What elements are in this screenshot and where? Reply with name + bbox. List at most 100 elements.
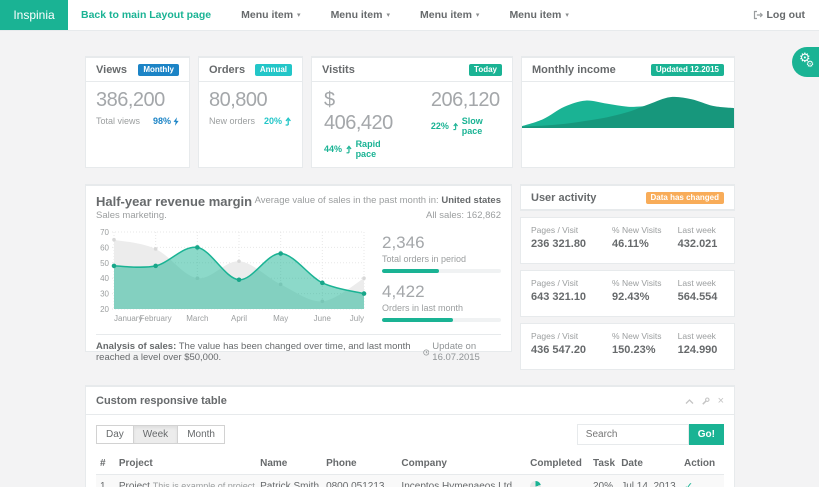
clock-icon	[423, 348, 430, 357]
gears-icon: ⚙	[806, 60, 814, 69]
activity-row: Pages / Visit643 321.10 % New Visits92.4…	[520, 270, 735, 317]
income-chart	[522, 82, 734, 128]
logout-button[interactable]: Log out	[753, 0, 805, 30]
bolt-icon	[173, 117, 179, 126]
updated-badge: Updated 12.2015	[651, 64, 724, 76]
menu-item-3[interactable]: Menu item▾	[420, 9, 479, 21]
svg-text:60: 60	[100, 244, 109, 253]
activity-row: Pages / Visit436 547.20 % New Visits150.…	[520, 323, 735, 370]
month-button[interactable]: Month	[177, 425, 225, 444]
wrench-icon	[702, 397, 710, 405]
orders-month-value: 4,422	[382, 282, 501, 302]
visits-title: Vistits	[322, 64, 355, 76]
collapse-button[interactable]	[685, 393, 694, 409]
page-content: Views Monthly 386,200 Total views 98% Or…	[85, 56, 735, 487]
caret-down-icon: ▾	[386, 11, 390, 19]
check-icon[interactable]: ✓	[684, 481, 693, 487]
income-title: Monthly income	[532, 64, 616, 76]
svg-text:February: February	[140, 314, 172, 323]
update-info: Update on 16.07.2015	[423, 341, 501, 363]
day-button[interactable]: Day	[96, 425, 134, 444]
menu-item-4[interactable]: Menu item▾	[509, 9, 568, 21]
back-to-layout-link[interactable]: Back to main Layout page	[81, 9, 211, 21]
svg-text:March: March	[186, 314, 208, 323]
revenue-panel: Half-year revenue margin Sales marketing…	[85, 184, 512, 352]
data-changed-badge: Data has changed	[646, 192, 724, 204]
user-activity-title: User activity	[531, 192, 596, 204]
search-input[interactable]	[577, 424, 689, 445]
avg-country: United states	[441, 195, 501, 206]
navbar-menu: Back to main Layout page Menu item▾ Menu…	[68, 0, 569, 30]
svg-text:May: May	[273, 314, 288, 323]
table-header-row: # Project Name Phone Company Completed T…	[96, 453, 724, 475]
projects-table: # Project Name Phone Company Completed T…	[96, 453, 724, 487]
caret-down-icon: ▾	[476, 11, 480, 19]
level-up-icon	[452, 122, 459, 131]
caret-down-icon: ▾	[297, 11, 301, 19]
svg-text:70: 70	[100, 228, 109, 237]
annual-badge: Annual	[255, 64, 292, 76]
svg-text:June: June	[314, 314, 332, 323]
chevron-up-icon	[685, 398, 694, 405]
views-value: 386,200	[96, 89, 179, 112]
orders-metric: 20%	[264, 116, 292, 126]
svg-text:40: 40	[100, 275, 109, 284]
progress-bar	[382, 318, 501, 322]
caret-down-icon: ▾	[565, 11, 569, 19]
views-metric: 98%	[153, 116, 179, 126]
svg-text:July: July	[350, 314, 364, 323]
progress-bar	[382, 269, 501, 273]
level-up-icon	[284, 117, 292, 126]
revenue-subtitle: Sales marketing.	[96, 210, 252, 221]
visits-metric-2: 22%Slow pace	[431, 116, 500, 136]
svg-text:30: 30	[100, 290, 109, 299]
visits-col-2: 206,120 22%Slow pace	[431, 89, 500, 159]
orders-panel: Orders Annual 80,800 New orders 20%	[198, 56, 303, 168]
menu-item-2[interactable]: Menu item▾	[331, 9, 390, 21]
visits-value-1: $ 406,420	[324, 89, 401, 135]
revenue-chart-area: 20 30 40 50 60 70 JanuaryFebruary March April May…	[96, 227, 368, 332]
visits-value-2: 206,120	[431, 89, 500, 112]
all-sales: All sales: 162,862	[255, 209, 501, 224]
views-title: Views	[96, 64, 127, 76]
today-badge: Today	[469, 64, 502, 76]
svg-text:April: April	[231, 314, 247, 323]
svg-text:50: 50	[100, 259, 109, 268]
user-activity-panel: User activity Data has changed Pages / V…	[520, 184, 735, 370]
orders-label: New orders	[209, 116, 255, 126]
close-button[interactable]: ×	[718, 396, 724, 407]
revenue-stats: 2,346 Total orders in period 4,422 Order…	[368, 227, 501, 332]
visits-col-1: $ 406,420 44%Rapid pace	[324, 89, 401, 159]
orders-period-label: Total orders in period	[382, 254, 501, 264]
top-navbar: Inspinia Back to main Layout page Menu i…	[0, 0, 819, 31]
views-panel: Views Monthly 386,200 Total views 98%	[85, 56, 190, 168]
monthly-income-panel: Monthly income Updated 12.2015	[521, 56, 735, 168]
brand-logo[interactable]: Inspinia	[0, 0, 68, 30]
visits-metric-1: 44%Rapid pace	[324, 139, 401, 159]
custom-table-panel: Custom responsive table × Day Week Month…	[85, 385, 735, 487]
menu-item-1[interactable]: Menu item▾	[241, 9, 300, 21]
sign-out-icon	[753, 10, 763, 20]
theme-settings-button[interactable]: ⚙ ⚙	[792, 47, 819, 77]
orders-month-label: Orders in last month	[382, 303, 501, 313]
go-button[interactable]: Go!	[689, 424, 724, 445]
orders-title: Orders	[209, 64, 245, 76]
settings-button[interactable]	[702, 393, 710, 409]
orders-value: 80,800	[209, 89, 292, 112]
completed-pie-icon	[530, 481, 541, 487]
svg-text:January: January	[114, 314, 142, 323]
range-button-group: Day Week Month	[96, 425, 225, 444]
views-label: Total views	[96, 116, 140, 126]
revenue-chart: 20 30 40 50 60 70 JanuaryFebruary March April May…	[96, 227, 368, 327]
visits-panel: Vistits Today $ 406,420 44%Rapid pace 20…	[311, 56, 513, 168]
table-row: 1 Project This is example of project Pat…	[96, 475, 724, 487]
analysis-text: Analysis of sales: The value has been ch…	[96, 341, 423, 363]
revenue-summary: Average value of sales in the past month…	[255, 194, 501, 223]
revenue-title: Half-year revenue margin	[96, 194, 252, 209]
orders-period-value: 2,346	[382, 233, 501, 253]
svg-text:20: 20	[100, 305, 109, 314]
activity-row: Pages / Visit236 321.80 % New Visits46.1…	[520, 217, 735, 264]
table-title: Custom responsive table	[96, 395, 227, 407]
week-button[interactable]: Week	[133, 425, 178, 444]
level-up-icon	[345, 145, 353, 154]
